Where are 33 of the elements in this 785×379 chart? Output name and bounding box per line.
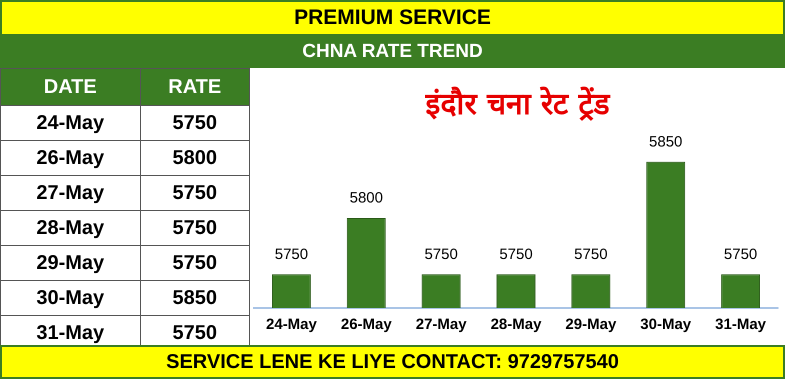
category-label: 29-May	[36, 252, 104, 274]
x-tick-label: 28-May	[490, 316, 542, 334]
subheader-banner: CHNA RATE TREND	[0, 36, 785, 68]
x-tick-label: 31-May	[715, 316, 767, 334]
text: 5850	[172, 286, 218, 308]
text: 5750	[172, 182, 218, 204]
text: DATE	[0, 68, 140, 106]
text: 5750	[172, 112, 218, 134]
text: 5800	[172, 146, 218, 168]
category-label: 28-May	[36, 216, 104, 238]
text: इंदौर चना रेट ट्रेंड	[424, 86, 612, 123]
x-tick-label: 24-May	[266, 316, 318, 334]
data-label: 5850	[649, 133, 682, 150]
data-label: 5750	[574, 246, 608, 263]
footer-banner: SERVICE LENE KE LIYE CONTACT: 9729757540	[0, 345, 785, 379]
text: 5750	[172, 216, 218, 238]
text: RATE	[140, 68, 250, 106]
category-label: 30-May	[36, 286, 104, 308]
header-banner: PREMIUM SERVICE	[0, 0, 785, 36]
data-label: 5750	[424, 246, 458, 263]
x-tick-label: 27-May	[416, 316, 468, 334]
category-label: 24-May	[36, 112, 104, 134]
data-label: 5750	[274, 246, 308, 263]
category-label: 26-May	[36, 146, 104, 168]
data-label: 5800	[350, 190, 383, 207]
data-label: 5750	[499, 246, 533, 263]
text: 5750	[172, 322, 218, 344]
data-label: 5750	[724, 246, 758, 263]
x-tick-label: 29-May	[565, 316, 617, 334]
category-label: 27-May	[36, 182, 104, 204]
x-tick-label: 26-May	[340, 316, 392, 334]
text: 5750	[172, 252, 218, 274]
x-tick-label: 30-May	[640, 316, 692, 334]
